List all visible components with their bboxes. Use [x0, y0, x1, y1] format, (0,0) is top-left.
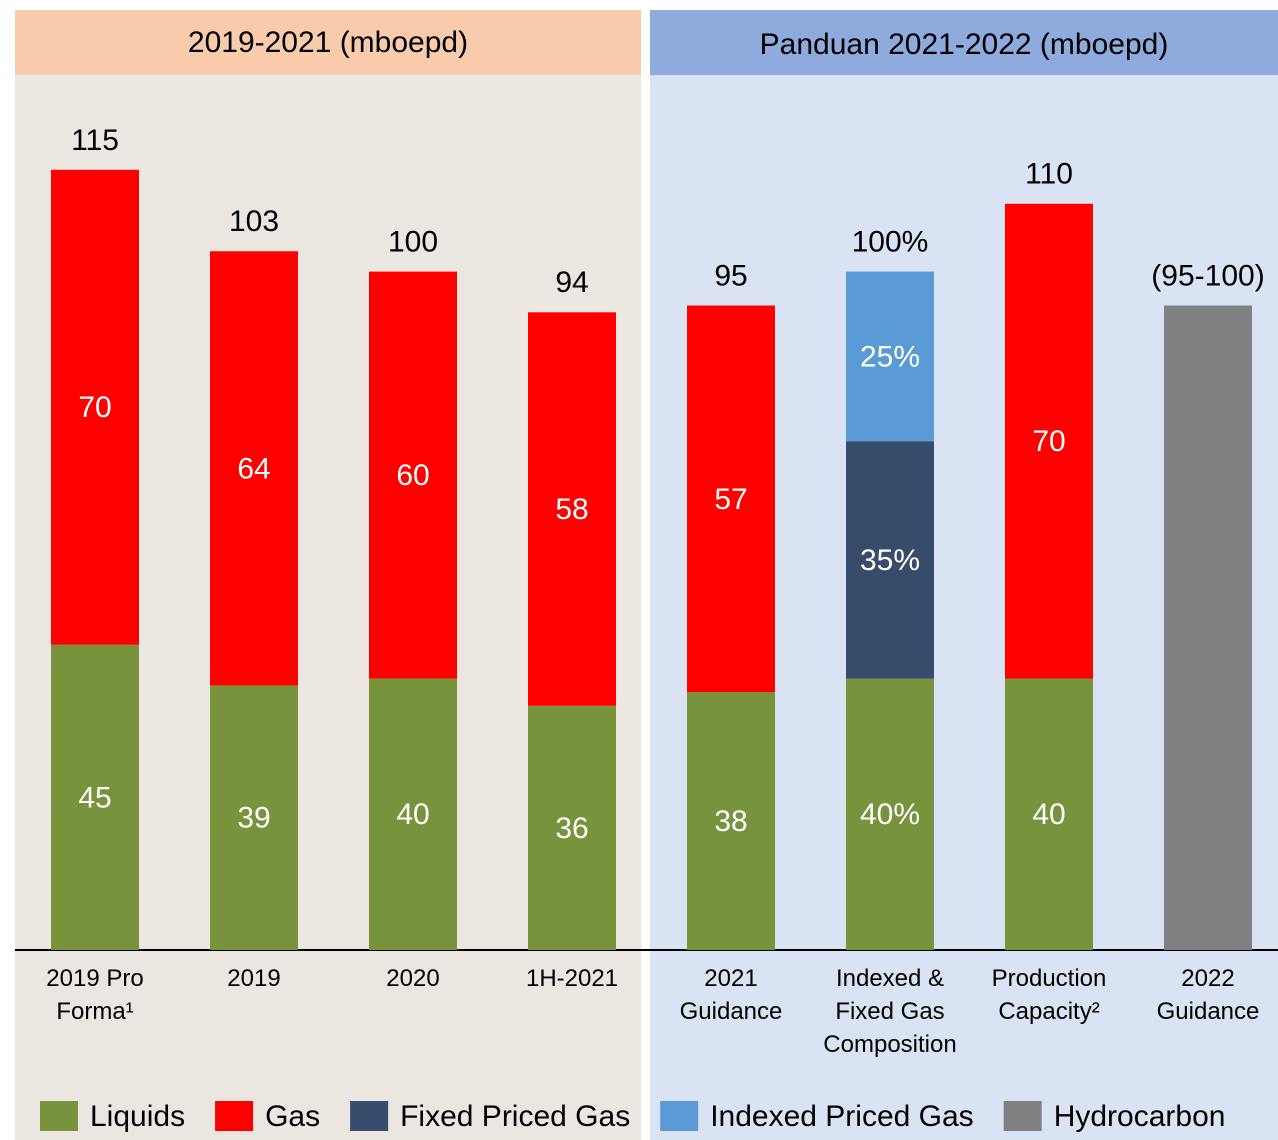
- legend-label: Liquids: [90, 1100, 185, 1133]
- bar-segment: [687, 305, 775, 693]
- bar-segment: [846, 271, 934, 442]
- bar-segment: [210, 251, 298, 686]
- segment-label: 64: [237, 452, 270, 485]
- legend-swatch: [40, 1101, 78, 1131]
- total-label: (95-100): [1151, 259, 1264, 292]
- bar-segment: [1164, 305, 1252, 950]
- panel-title: Panduan 2021-2022 (mboepd): [760, 28, 1169, 61]
- x-tick-label: 2019 Pro Forma¹: [46, 965, 144, 1025]
- segment-label: 60: [396, 459, 429, 492]
- x-tick-label: 2020: [386, 965, 440, 992]
- legend-swatch: [1003, 1101, 1042, 1131]
- legend-swatch: [350, 1101, 389, 1131]
- segment-label: 58: [555, 493, 588, 526]
- bar-segment: [369, 678, 457, 950]
- x-tick-label: 2019: [227, 965, 281, 992]
- x-tick-label: 2022 Guidance: [1156, 965, 1260, 1025]
- total-label: 110: [1025, 158, 1073, 191]
- legend-label: Fixed Priced Gas: [400, 1100, 630, 1133]
- segment-label: 40: [1032, 798, 1065, 831]
- legend-label: Indexed Priced Gas: [710, 1100, 973, 1133]
- segment-label: 38: [714, 805, 747, 838]
- segment-label: 35%: [860, 544, 920, 577]
- legend-label: Gas: [265, 1100, 320, 1133]
- bar-segment: [51, 644, 139, 950]
- legend-swatch: [660, 1101, 699, 1131]
- bar-segment: [51, 169, 139, 645]
- x-tick-label: 1H-2021: [525, 965, 619, 992]
- legend-swatch: [215, 1101, 254, 1131]
- x-tick-label: Production Capacity²: [991, 965, 1107, 1025]
- x-tick-label: 2021 Guidance: [679, 965, 783, 1025]
- legend-label: Hydrocarbon: [1054, 1100, 1226, 1133]
- panel-header-left: [15, 10, 641, 75]
- segment-label: 40%: [860, 798, 920, 831]
- panel-header-right: [650, 10, 1278, 75]
- segment-label: 70: [1032, 425, 1065, 458]
- segment-label: 39: [237, 802, 270, 835]
- segment-label: 45: [78, 781, 111, 814]
- bar-segment: [369, 271, 457, 679]
- total-label: 100%: [852, 226, 929, 259]
- bar-segment: [1005, 678, 1093, 950]
- segment-label: 25%: [860, 340, 920, 373]
- bar-segment: [1005, 203, 1093, 679]
- total-label: 115: [71, 124, 119, 157]
- x-tick-label: Indexed & Fixed Gas Composition: [823, 965, 957, 1058]
- bar-segment: [846, 678, 934, 950]
- total-label: 103: [229, 205, 279, 238]
- total-label: 94: [555, 266, 588, 299]
- total-label: 95: [714, 259, 747, 292]
- segment-label: 36: [555, 812, 588, 845]
- bar-segment: [210, 685, 298, 950]
- bar-segment: [687, 692, 775, 950]
- bar-segment: [528, 705, 616, 950]
- segment-label: 40: [396, 798, 429, 831]
- segment-label: 70: [78, 391, 111, 424]
- bar-segment: [528, 312, 616, 706]
- segment-label: 57: [714, 483, 747, 516]
- panel-title: 2019-2021 (mboepd): [188, 26, 468, 59]
- bar-segment: [846, 441, 934, 679]
- total-label: 100: [388, 226, 438, 259]
